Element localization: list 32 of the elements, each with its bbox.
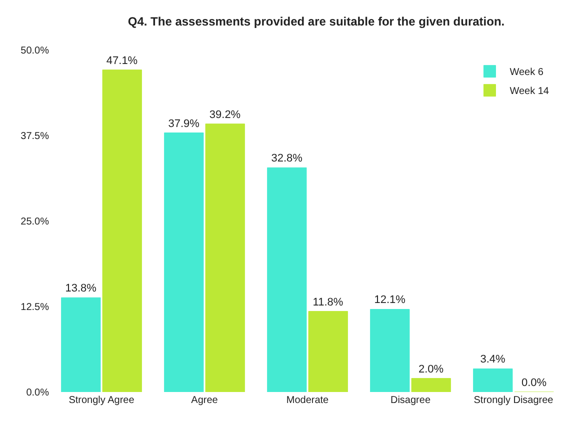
bar: [473, 368, 513, 392]
y-tick-label: 12.5%: [20, 302, 50, 313]
x-tick-label: Moderate: [286, 395, 330, 406]
data-label: 0.0%: [521, 377, 547, 389]
bar: [205, 124, 245, 392]
data-label: 39.2%: [209, 108, 241, 121]
chart-title: Q4. The assessments provided are suitable for the given duration.: [128, 14, 505, 28]
bar: [370, 308, 410, 392]
bar: [267, 167, 307, 392]
legend-label: Week 14: [510, 86, 550, 98]
data-label: 2.0%: [418, 363, 444, 376]
y-tick-label: 25.0%: [20, 216, 50, 228]
x-tick-label: Strongly Disagree: [474, 395, 554, 406]
x-tick-label: Agree: [191, 395, 218, 406]
y-tick-label: 50.0%: [20, 46, 50, 56]
data-label: 47.1%: [106, 54, 138, 67]
data-label: 37.9%: [168, 118, 200, 130]
bar: [308, 311, 348, 392]
data-label: 32.8%: [271, 152, 303, 165]
y-tick-label: 37.5%: [20, 131, 50, 142]
bar: [411, 378, 451, 392]
data-label: 13.8%: [65, 282, 97, 295]
bar: [164, 132, 204, 392]
x-tick-label: Disagree: [390, 395, 431, 406]
data-label: 3.4%: [480, 354, 506, 366]
legend-label: Week 6: [510, 67, 544, 78]
x-tick-label: Strongly Agree: [68, 395, 135, 406]
y-tick-label: 0.0%: [26, 388, 50, 398]
data-label: 11.8%: [312, 296, 344, 308]
bar: [61, 297, 101, 392]
data-label: 12.1%: [374, 294, 406, 306]
bar: [102, 70, 142, 392]
